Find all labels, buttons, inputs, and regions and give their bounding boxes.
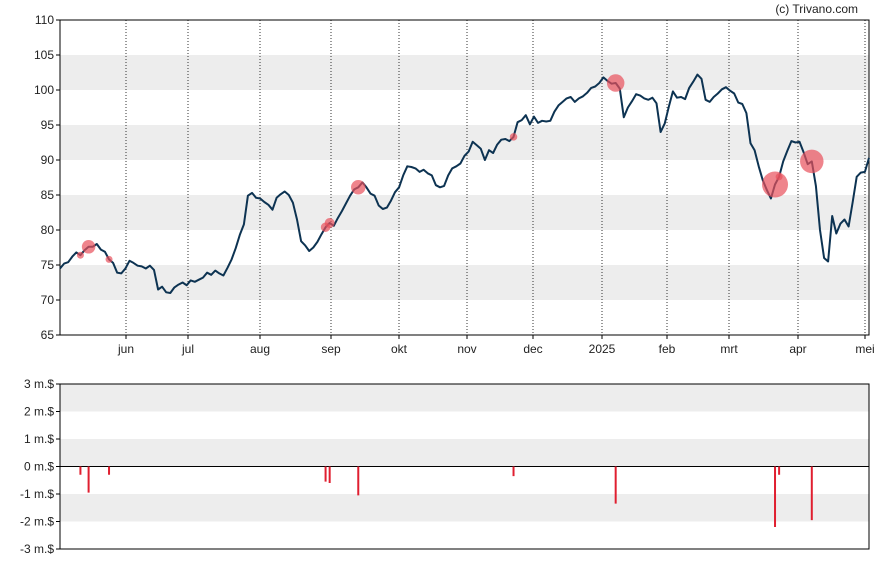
price-ytick-label: 75 bbox=[41, 258, 55, 272]
price-xtick-label: jun bbox=[117, 342, 134, 356]
volume-ytick-label: 3 m.$ bbox=[24, 377, 54, 391]
price-frame bbox=[59, 19, 870, 336]
credit-label: (c) Trivano.com bbox=[775, 2, 858, 16]
trade-bubble bbox=[775, 173, 783, 181]
price-ytick-label: 95 bbox=[41, 118, 55, 132]
trade-bubble bbox=[76, 251, 84, 259]
trade-bubble bbox=[105, 255, 113, 263]
price-ytick-label: 70 bbox=[41, 293, 55, 307]
trade-bubble bbox=[606, 74, 625, 92]
price-xtick-label: nov bbox=[457, 342, 476, 356]
price-xtick-label: okt bbox=[391, 342, 408, 356]
price-ytick-label: 100 bbox=[34, 83, 54, 97]
price-xtick-label: feb bbox=[659, 342, 676, 356]
volume-ytick-label: 1 m.$ bbox=[24, 432, 54, 446]
volume-ytick-label: -2 m.$ bbox=[20, 515, 54, 529]
price-panel: 110 105 100 95 90 85 80 75 70 65 jun jul aug sep okt no… bbox=[34, 13, 875, 356]
price-xtick-label: aug bbox=[250, 342, 270, 356]
volume-ytick-label: 0 m.$ bbox=[24, 460, 54, 474]
price-xtick-label: apr bbox=[789, 342, 806, 356]
trade-bubble bbox=[762, 171, 789, 198]
volume-ytick-label: -1 m.$ bbox=[20, 487, 54, 501]
volume-panel: 3 m.$ 2 m.$ 1 m.$ 0 m.$ -1 m.$ -2 m.$ -3 m.$ bbox=[20, 377, 870, 556]
volume-ytick-label: -3 m.$ bbox=[20, 542, 54, 556]
trade-bubble bbox=[800, 149, 824, 174]
price-xtick-label: dec bbox=[523, 342, 542, 356]
volume-ytick-label: 2 m.$ bbox=[24, 405, 54, 419]
price-xtick-label: 2025 bbox=[589, 342, 616, 356]
volume-band bbox=[60, 494, 869, 522]
price-ytick-label: 105 bbox=[34, 48, 54, 62]
price-band bbox=[60, 195, 869, 230]
price-line bbox=[59, 73, 870, 294]
price-ytick-label: 110 bbox=[35, 13, 54, 27]
trade-bubble bbox=[324, 218, 335, 228]
price-ytick-label: 85 bbox=[41, 188, 55, 202]
trade-bubble bbox=[509, 133, 518, 141]
price-ytick-label: 90 bbox=[41, 153, 55, 167]
price-band bbox=[60, 125, 869, 160]
price-xtick-label: jul bbox=[181, 342, 194, 356]
price-xtick-label: sep bbox=[321, 342, 341, 356]
price-ytick-label: 65 bbox=[41, 328, 55, 342]
volume-band bbox=[60, 384, 869, 412]
price-xtick-label: mrt bbox=[720, 342, 738, 356]
trade-bubble bbox=[351, 180, 366, 195]
price-xtick-label: mei bbox=[855, 342, 874, 356]
trade-bubble bbox=[81, 240, 96, 254]
price-band bbox=[60, 55, 869, 90]
volume-band bbox=[60, 439, 869, 467]
price-ytick-label: 80 bbox=[41, 223, 55, 237]
